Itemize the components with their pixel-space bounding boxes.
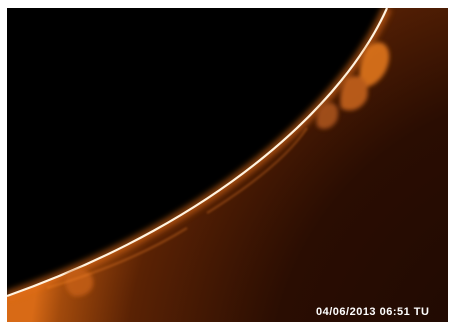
sun-image: [7, 8, 448, 322]
limb-texture: [46, 127, 308, 289]
limb-edge: [7, 8, 389, 298]
timestamp-overlay: 04/06/2013 06:51 TU: [316, 306, 430, 318]
solar-photo: [7, 8, 448, 322]
prominence-upper: [316, 42, 390, 129]
